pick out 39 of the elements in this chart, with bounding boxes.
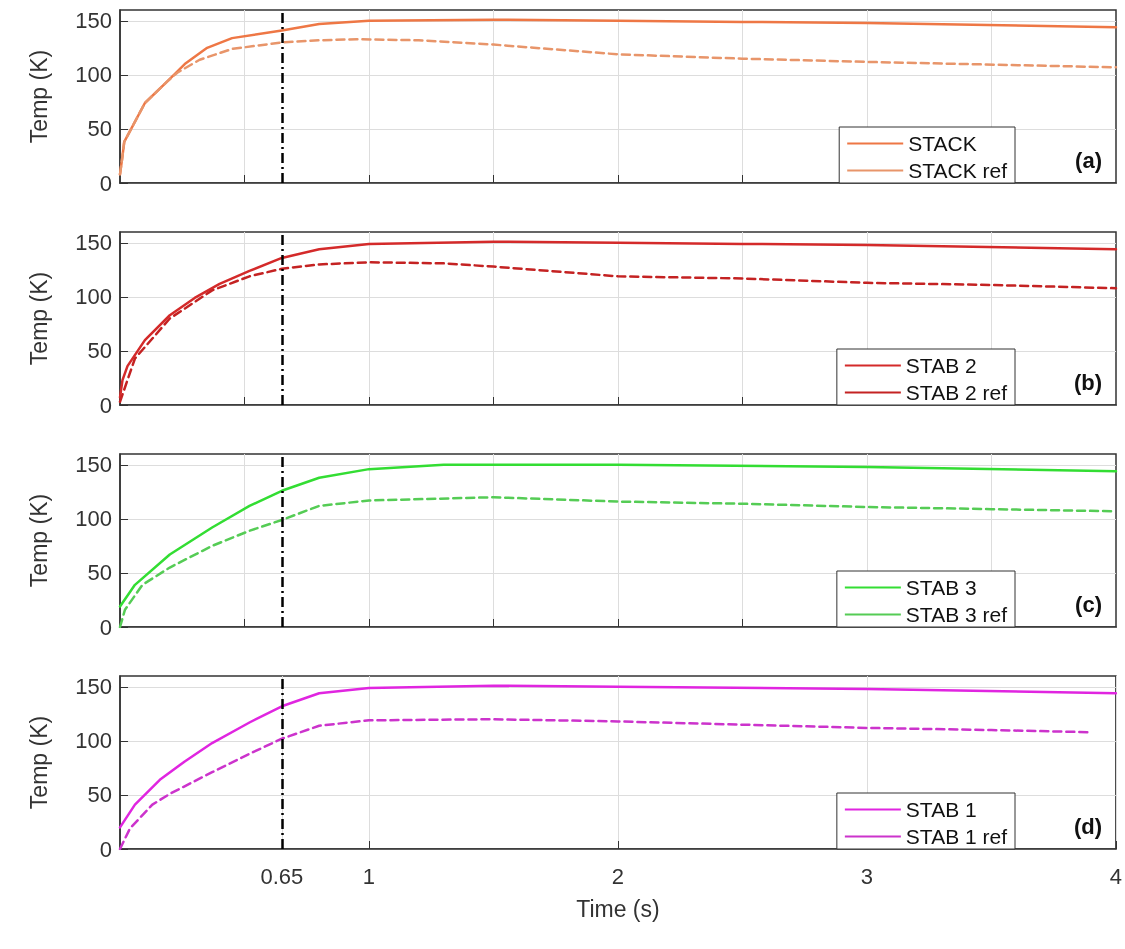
legend-label: STAB 2 ref (905, 381, 1008, 404)
x-tick-label: 3 (860, 863, 874, 889)
y-tick-label: 100 (75, 506, 112, 532)
x-tick-label: 2 (611, 863, 625, 889)
legend-label: STAB 3 ref (905, 603, 1008, 626)
annotation: (c) (1075, 591, 1102, 617)
legend-label: STAB 2 (905, 354, 977, 377)
y-axis-title: Temp (K) (25, 271, 52, 366)
legend-label: STACK (908, 132, 977, 155)
line-series (118, 240, 1118, 399)
y-tick-label: 0 (99, 392, 112, 418)
annotation: (d) (1073, 813, 1102, 839)
y-tick-label: 50 (87, 338, 112, 364)
x-tick-label: 1 (362, 863, 376, 889)
annotation: (a) (1075, 147, 1102, 173)
y-axis-title: Temp (K) (25, 49, 52, 144)
y-tick-label: 0 (99, 170, 112, 196)
y-tick-label: 50 (87, 116, 112, 142)
y-tick-label: 50 (87, 782, 112, 808)
y-tick-label: 0 (99, 836, 112, 862)
y-tick-label: 0 (99, 614, 112, 640)
x-tick-label: 4 (1109, 863, 1123, 889)
x-axis-title: Time (s) (576, 895, 660, 922)
x-tick-label: 0.65 (260, 863, 304, 889)
y-tick-label: 150 (75, 8, 112, 34)
legend-label: STAB 1 ref (905, 825, 1008, 848)
annotation: (b) (1073, 369, 1102, 395)
y-axis-title: Temp (K) (25, 715, 52, 810)
legend-label: STAB 1 (905, 798, 977, 821)
legend-label: STACK ref (908, 159, 1008, 182)
y-tick-label: 150 (75, 674, 112, 700)
y-tick-label: 100 (75, 728, 112, 754)
y-tick-label: 50 (87, 560, 112, 586)
y-tick-label: 100 (75, 284, 112, 310)
y-tick-label: 100 (75, 62, 112, 88)
y-axis-title: Temp (K) (25, 493, 52, 588)
y-tick-label: 150 (75, 230, 112, 256)
legend-label: STAB 3 (905, 576, 977, 599)
y-tick-label: 150 (75, 452, 112, 478)
